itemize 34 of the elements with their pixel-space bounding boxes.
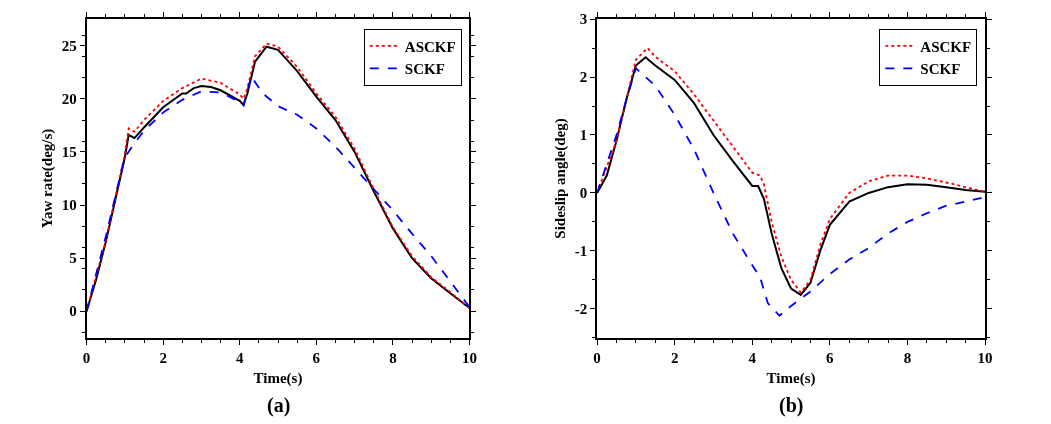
y-tick-label: 15 (61, 144, 77, 161)
y-tick-label: 5 (69, 250, 77, 267)
y-axis-title: Sideslip angle(deg) (551, 118, 569, 239)
legend-label: ASCKF (920, 38, 972, 55)
x-tick-label: 6 (826, 349, 835, 366)
x-tick-label: 10 (977, 349, 993, 366)
y-tick-label: 1 (579, 127, 588, 144)
legend-label: SCKF (920, 61, 961, 78)
y-tick-label: 0 (579, 185, 588, 202)
y-tick-label: 10 (61, 197, 77, 214)
x-tick-label: 0 (593, 349, 601, 366)
y-tick-label: 20 (61, 91, 77, 108)
x-tick-label: 4 (748, 349, 757, 366)
y-tick-label: 2 (579, 69, 588, 86)
x-axis-title: Time(s) (766, 370, 816, 388)
x-tick-label: 8 (389, 349, 397, 366)
legend-label: SCKF (404, 61, 445, 78)
x-tick-label: 6 (312, 349, 321, 366)
x-tick-label: 0 (82, 349, 91, 366)
y-axis-title: Yaw rate(deg/s) (38, 128, 56, 229)
text: (a) (267, 394, 291, 417)
legend-label: ASCKF (404, 38, 456, 55)
y-tick-label: -1 (574, 243, 588, 260)
x-tick-label: 2 (670, 349, 679, 366)
y-tick-label: 3 (579, 11, 588, 28)
x-tick-label: 2 (159, 349, 167, 366)
x-tick-label: 10 (461, 349, 477, 366)
x-tick-label: 4 (235, 349, 244, 366)
text: (b) (779, 394, 804, 417)
y-tick-label: 25 (61, 37, 77, 54)
x-axis-title: Time(s) (253, 370, 303, 388)
y-tick-label: 0 (69, 303, 77, 320)
y-tick-label: -2 (574, 301, 588, 318)
x-tick-label: 8 (903, 349, 912, 366)
